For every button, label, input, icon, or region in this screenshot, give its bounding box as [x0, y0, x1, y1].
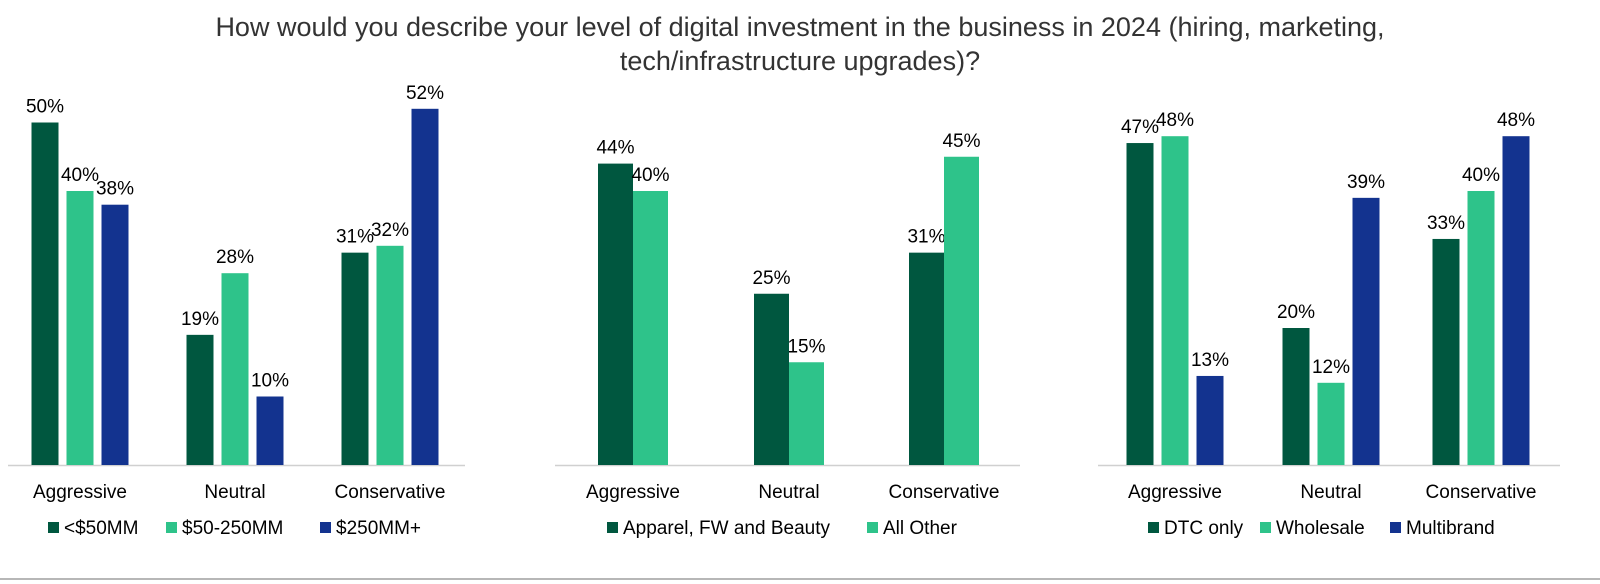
chart-3-legend-swatch	[1390, 522, 1401, 533]
chart-3-legend-label: Multibrand	[1406, 518, 1495, 539]
chart-1-legend-swatch	[320, 522, 331, 533]
chart-2-legend-swatch	[607, 522, 618, 533]
chart-1-data-label: 50%	[26, 97, 64, 118]
chart-3-legend-label: Wholesale	[1276, 518, 1365, 539]
chart-2-legend-label: Apparel, FW and Beauty	[623, 518, 830, 539]
chart-2-bar	[944, 156, 979, 465]
chart-3-category-label: Neutral	[1300, 482, 1361, 503]
chart-1-data-label: 52%	[406, 83, 444, 104]
chart-3-data-label: 39%	[1347, 172, 1385, 193]
chart-1-data-label: 10%	[251, 371, 289, 392]
chart-3-data-label: 48%	[1156, 110, 1194, 131]
chart-1-category-label: Neutral	[204, 482, 265, 503]
chart-1-legend-swatch	[48, 522, 59, 533]
chart-2-category-label: Conservative	[889, 482, 1000, 503]
chart-2-category-label: Aggressive	[586, 482, 680, 503]
chart-3-bar	[1282, 328, 1310, 465]
chart-title-line-1: How would you describe your level of dig…	[215, 12, 1385, 42]
chart-1-data-label: 38%	[96, 179, 134, 200]
chart-2-bar	[754, 293, 789, 465]
chart-1-bar	[221, 273, 249, 465]
chart-2-bar	[633, 191, 668, 465]
chart-3-legend-swatch	[1148, 522, 1159, 533]
chart-1-data-label: 31%	[336, 227, 374, 248]
chart-1-bar	[376, 245, 404, 465]
chart-2-data-label: 45%	[942, 131, 980, 152]
chart-2-data-label: 44%	[596, 138, 634, 159]
chart-1-bar	[66, 191, 94, 465]
chart-1-category-label: Aggressive	[33, 482, 127, 503]
chart-2-data-label: 15%	[787, 336, 825, 357]
chart-title-line-2: tech/infrastructure upgrades)?	[619, 46, 981, 76]
chart-3-category-label: Conservative	[1426, 482, 1537, 503]
chart-1-bar	[256, 396, 284, 465]
chart-1-bar	[341, 252, 369, 465]
chart-3-data-label: 33%	[1427, 213, 1465, 234]
chart-2-data-label: 25%	[752, 268, 790, 289]
chart-3-bar	[1196, 375, 1224, 465]
chart-2-data-label: 40%	[631, 165, 669, 186]
chart-1-legend-label: $250MM+	[336, 518, 421, 539]
chart-3-data-label: 20%	[1277, 302, 1315, 323]
chart-3-bar	[1317, 382, 1345, 465]
chart-1-legend-label: <$50MM	[64, 518, 138, 539]
chart-1-legend-label: $50-250MM	[182, 518, 283, 539]
chart-3-legend-swatch	[1260, 522, 1271, 533]
chart-3-data-label: 48%	[1497, 110, 1535, 131]
chart-1-bar	[411, 108, 439, 466]
chart-3-bar	[1432, 238, 1460, 465]
chart-1-data-label: 28%	[216, 247, 254, 268]
chart-2-bar	[909, 252, 944, 465]
chart-2-bar	[789, 362, 824, 465]
chart-3-category-label: Aggressive	[1128, 482, 1222, 503]
chart-2-bar	[598, 163, 633, 465]
chart-3-bar	[1502, 136, 1530, 465]
chart-1-bar	[186, 334, 214, 465]
chart-3-bar	[1467, 191, 1495, 465]
chart-3-legend-label: DTC only	[1164, 518, 1244, 539]
chart-3-data-label: 47%	[1121, 117, 1159, 138]
chart-3-bar	[1352, 197, 1380, 465]
chart-1-bar	[31, 122, 59, 465]
chart-2-legend-swatch	[867, 522, 878, 533]
chart-3-bar	[1126, 143, 1154, 466]
chart-3-data-label: 40%	[1462, 165, 1500, 186]
chart-3-data-label: 12%	[1312, 357, 1350, 378]
chart-1-category-label: Conservative	[335, 482, 446, 503]
chart-1-data-label: 19%	[181, 309, 219, 330]
chart-2-data-label: 31%	[907, 227, 945, 248]
chart-1-data-label: 40%	[61, 165, 99, 186]
bottom-divider	[0, 578, 1600, 580]
chart-2-category-label: Neutral	[758, 482, 819, 503]
chart-3-bar	[1161, 136, 1189, 465]
chart-1-legend-swatch	[166, 522, 177, 533]
chart-1-data-label: 32%	[371, 220, 409, 241]
chart-title: How would you describe your level of dig…	[0, 10, 1600, 78]
chart-1-bar	[101, 204, 129, 465]
chart-2-legend-label: All Other	[883, 518, 958, 539]
chart-3-data-label: 13%	[1191, 350, 1229, 371]
